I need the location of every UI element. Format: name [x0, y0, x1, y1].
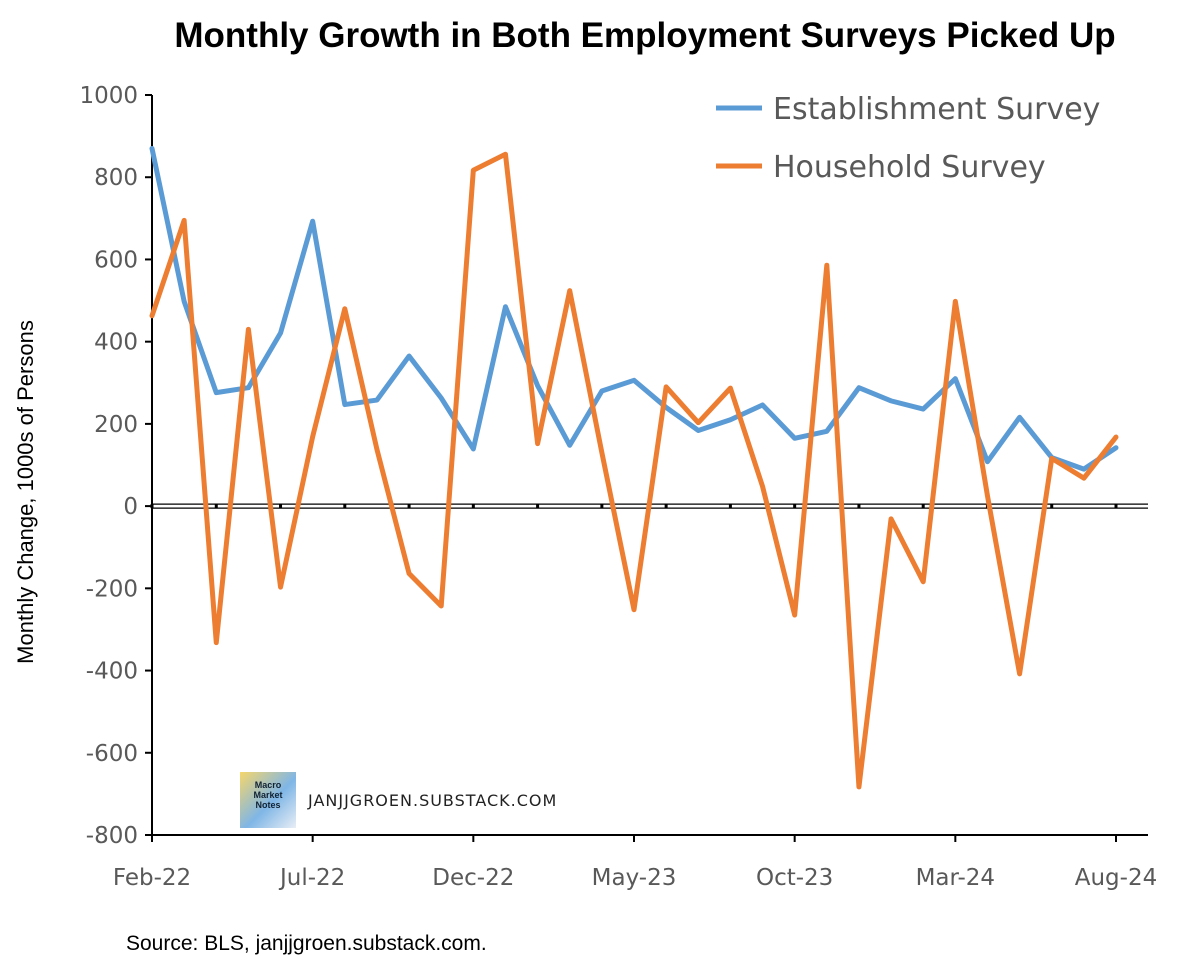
x-tick-label: Jul-22: [278, 865, 345, 891]
y-tick-label: 800: [94, 165, 138, 191]
watermark: Macro Market Notes JANJJGROEN.SUBSTACK.C…: [240, 772, 557, 828]
y-tick-label: 400: [94, 330, 138, 356]
legend-label: Establishment Survey: [773, 92, 1100, 127]
chart-title: Monthly Growth in Both Employment Survey…: [174, 16, 1116, 55]
y-tick-label: -400: [86, 659, 138, 685]
zero-line-tick: [343, 504, 347, 509]
zero-line-tick: [407, 504, 411, 509]
x-tick-label: Mar-24: [916, 865, 996, 891]
x-tick-label: May-23: [592, 865, 677, 891]
source-note: Source: BLS, janjjgroen.substack.com.: [126, 932, 487, 955]
y-tick-label: 600: [94, 247, 138, 273]
zero-line-tick: [793, 504, 797, 509]
logo: Macro Market Notes: [240, 772, 296, 828]
zero-line-tick: [1114, 504, 1118, 509]
zero-line-tick: [664, 504, 668, 509]
zero-line-tick: [150, 504, 154, 509]
y-tick-label: -200: [86, 576, 138, 602]
zero-line-tick: [214, 504, 218, 509]
zero-line-tick: [1050, 504, 1054, 509]
zero-line-tick: [279, 504, 283, 509]
y-tick-label: 200: [94, 412, 138, 438]
y-tick-label: -800: [86, 823, 138, 849]
watermark-text: JANJJGROEN.SUBSTACK.COM: [308, 790, 558, 810]
series-line-establishment: [149, 145, 1119, 472]
series-line-household: [149, 151, 1119, 790]
x-tick-label: Dec-22: [432, 865, 514, 891]
x-tick-label: Oct-23: [756, 865, 833, 891]
x-tick-label: Feb-22: [113, 865, 191, 891]
x-tick-label: Aug-24: [1075, 865, 1157, 891]
zero-line-tick: [536, 504, 540, 509]
zero-line-tick: [600, 504, 604, 509]
zero-line-tick: [921, 504, 925, 509]
y-tick-label: 0: [123, 494, 138, 520]
zero-line-tick: [857, 504, 861, 509]
y-tick-label: 1000: [79, 83, 138, 109]
zero-line-tick: [728, 504, 732, 509]
legend-label: Household Survey: [773, 150, 1046, 185]
y-tick-label: -600: [86, 741, 138, 767]
zero-line-tick: [471, 504, 475, 509]
